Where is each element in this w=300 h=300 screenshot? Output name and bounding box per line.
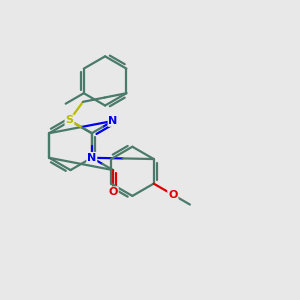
Text: S: S bbox=[65, 115, 74, 125]
Text: O: O bbox=[168, 190, 178, 200]
Text: N: N bbox=[87, 153, 96, 163]
Text: O: O bbox=[108, 187, 118, 197]
Text: N: N bbox=[109, 116, 118, 126]
